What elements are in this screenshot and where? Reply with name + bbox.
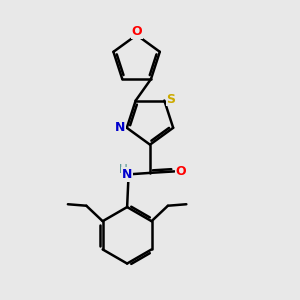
Text: N: N	[115, 121, 125, 134]
Text: O: O	[131, 25, 142, 38]
Text: N: N	[122, 168, 132, 181]
Text: O: O	[176, 165, 186, 178]
Text: H: H	[119, 163, 128, 176]
Text: S: S	[167, 93, 176, 106]
